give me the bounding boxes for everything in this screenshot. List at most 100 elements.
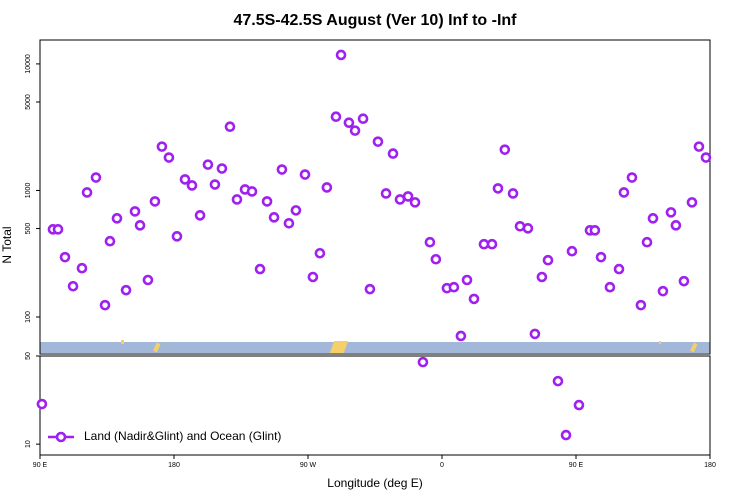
point [216,163,228,174]
point [573,399,585,411]
x-tick-label: 90 W [300,462,317,469]
upper-frame [39,39,711,355]
point [693,141,705,152]
point [299,169,311,180]
x-tick-label: 0 [440,462,444,469]
point [335,49,347,61]
point [179,174,191,185]
point [314,247,326,259]
point [595,251,607,263]
point [455,330,467,342]
point [209,179,221,190]
point [542,254,554,266]
legend-label: Land (Nadir&Glint) and Ocean (Glint) [84,429,281,443]
point [430,253,442,265]
chart-title: 47.5S-42.5S August (Ver 10) Inf to -Inf [233,12,517,29]
point [76,262,88,274]
point [566,245,578,257]
point [36,398,48,410]
point [290,205,302,216]
point [678,275,690,287]
point [461,274,473,286]
point [417,356,429,368]
point [52,224,64,235]
point [202,159,214,170]
point [635,299,647,311]
point [276,164,288,175]
y-tick-label: 5000 [25,94,32,110]
point [307,271,319,283]
point [641,236,653,248]
x-tick-label: 90 E [569,462,584,469]
point [349,125,361,136]
point [134,220,146,231]
point [618,187,630,198]
point [81,187,93,198]
point [448,281,460,293]
point [129,206,141,217]
point [59,251,71,263]
point [468,293,480,305]
point [90,172,102,183]
y-tick-label: 50 [25,352,32,360]
legend-marker [55,431,67,443]
point [163,152,175,163]
point [626,172,638,183]
point [560,429,572,441]
point [224,121,236,132]
point [536,271,548,283]
point [120,284,132,296]
point [486,238,498,250]
point [647,213,659,224]
point [343,117,355,129]
point [186,180,198,191]
point [529,328,541,340]
point [402,191,414,202]
x-tick-label: 90 E [33,462,48,469]
point [357,113,369,124]
x-tick-label: 180 [704,462,716,469]
point [700,152,712,163]
point [409,197,421,208]
y-tick-label: 500 [25,223,32,235]
point [194,210,206,221]
point [321,182,333,193]
point [552,375,564,387]
point [149,196,161,207]
point [67,280,79,292]
point [657,285,669,297]
point [665,207,677,218]
point [104,235,116,247]
point [492,183,504,194]
point [613,263,625,275]
point [604,281,616,293]
glint-marks [121,340,698,353]
point [387,148,399,159]
point [522,223,534,234]
point [507,188,519,199]
point [670,220,682,231]
point [283,218,295,229]
point [380,188,392,199]
y-axis-label: N Total [0,226,14,263]
point [111,213,123,224]
point [372,136,384,147]
point [156,141,168,152]
point [424,236,436,248]
surface-strip [40,342,710,353]
point [261,196,273,207]
y-tick-label: 10000 [25,54,32,74]
x-axis-label: Longitude (deg E) [327,476,422,490]
point [268,212,280,223]
point [330,111,342,123]
point [499,144,511,155]
y-tick-label: 100 [25,311,32,323]
point [246,186,258,197]
point [364,283,376,295]
point [142,274,154,286]
point [231,194,243,205]
point [171,231,183,242]
y-tick-label: 10 [25,440,32,448]
point [589,225,601,236]
